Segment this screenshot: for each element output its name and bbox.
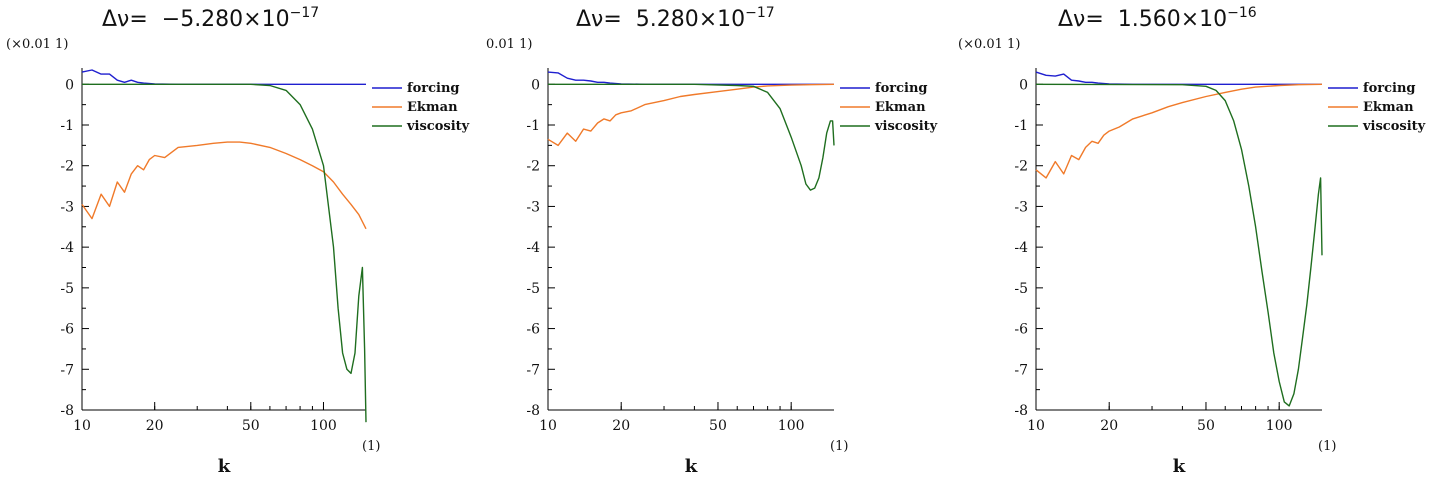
legend-label-forcing: forcing	[407, 81, 460, 96]
y-tick-label: -7	[1014, 362, 1028, 378]
chart-title: Δν= 5.280×10−17	[576, 5, 775, 32]
series-line-ekman	[547, 83, 835, 147]
x-tick-label: 10	[539, 418, 557, 434]
x-tick-label: 10	[73, 418, 91, 434]
y-multiplier-label: 0.01 1)	[486, 37, 532, 52]
y-tick-label: -3	[526, 199, 540, 215]
x-tick-label: 50	[242, 418, 260, 434]
series-line-forcing	[1035, 71, 1322, 86]
y-tick-label: 0	[65, 77, 74, 93]
y-tick-label: -5	[526, 281, 540, 297]
x-tick-label: 100	[1266, 418, 1293, 434]
y-tick-label: -6	[526, 322, 540, 338]
y-tick-label: -2	[526, 159, 540, 175]
y-tick-label: -3	[1014, 199, 1028, 215]
series-line-viscosity	[82, 83, 367, 423]
y-tick-label: -1	[526, 118, 540, 134]
legend-label-forcing: forcing	[875, 81, 928, 96]
legend-label-ekman: Ekman	[875, 100, 926, 115]
title-text: Δν= 1.560×10	[1058, 7, 1227, 32]
y-tick-label: -8	[60, 403, 74, 419]
series-line-ekman	[1035, 83, 1323, 179]
legend-label-viscosity: viscosity	[1362, 119, 1426, 134]
chart-title: Δν= −5.280×10−17	[102, 5, 319, 32]
y-multiplier-label: (×0.01 1)	[6, 37, 68, 52]
y-tick-label: -7	[60, 362, 74, 378]
x-axis-label: k	[685, 456, 698, 477]
chart-panel-2: Δν= 5.280×10−170.01 1)0-1-2-3-4-5-6-7-81…	[486, 5, 938, 477]
y-tick-label: -8	[526, 403, 540, 419]
x-tick-label: 50	[709, 418, 727, 434]
x-unit-label: (1)	[830, 439, 848, 454]
y-tick-label: 0	[531, 77, 540, 93]
y-tick-label: -7	[526, 362, 540, 378]
x-tick-label: 10	[1027, 418, 1045, 434]
series-line-viscosity	[548, 83, 835, 191]
x-tick-label: 20	[146, 418, 164, 434]
x-axis-label: k	[218, 456, 231, 477]
series-line-viscosity	[1035, 83, 1323, 407]
x-tick-label: 100	[310, 418, 337, 434]
legend-label-forcing: forcing	[1363, 81, 1416, 96]
title-exponent: −17	[290, 5, 320, 21]
y-tick-label: -1	[60, 118, 74, 134]
title-text: Δν= 5.280×10	[576, 7, 745, 32]
y-tick-label: -2	[60, 159, 74, 175]
y-tick-label: -2	[1014, 159, 1028, 175]
x-tick-label: 100	[778, 418, 805, 434]
title-exponent: −17	[745, 5, 775, 21]
y-tick-label: -4	[1014, 240, 1028, 256]
x-tick-label: 50	[1197, 418, 1215, 434]
legend-label-viscosity: viscosity	[874, 119, 938, 134]
y-tick-label: 0	[1019, 77, 1028, 93]
series-line-forcing	[81, 69, 366, 86]
y-tick-label: -4	[526, 240, 540, 256]
title-text: Δν= −5.280×10	[102, 7, 290, 32]
chart-title: Δν= 1.560×10−16	[1058, 5, 1257, 32]
y-tick-label: -1	[1014, 118, 1028, 134]
y-tick-label: -5	[60, 281, 74, 297]
series-line-ekman	[81, 141, 367, 230]
y-multiplier-label: (×0.01 1)	[958, 37, 1020, 52]
x-tick-label: 20	[612, 418, 630, 434]
series-line-forcing	[547, 71, 834, 86]
x-unit-label: (1)	[1318, 439, 1336, 454]
y-tick-label: -6	[1014, 322, 1028, 338]
legend-label-viscosity: viscosity	[406, 119, 470, 134]
x-tick-label: 20	[1100, 418, 1118, 434]
chart-panel-3: Δν= 1.560×10−16 (×0.01 1) 0 -1 -2 -3 -4 -5 -6 -7 -…	[958, 5, 1426, 477]
y-tick-label: -3	[60, 199, 74, 215]
y-tick-label: -4	[60, 240, 74, 256]
x-axis-label: k	[1173, 456, 1186, 477]
legend-label-ekman: Ekman	[1363, 100, 1414, 115]
y-tick-label: -8	[1014, 403, 1028, 419]
chart-panel-1: Δν= −5.280×10−17 (×0.01 1) 0 -1 -2 -3 -4 -5 -6 -7…	[6, 5, 470, 477]
x-unit-label: (1)	[362, 439, 380, 454]
y-tick-label: -5	[1014, 281, 1028, 297]
legend-label-ekman: Ekman	[407, 100, 458, 115]
title-exponent: −16	[1227, 5, 1257, 21]
y-tick-label: -6	[60, 322, 74, 338]
